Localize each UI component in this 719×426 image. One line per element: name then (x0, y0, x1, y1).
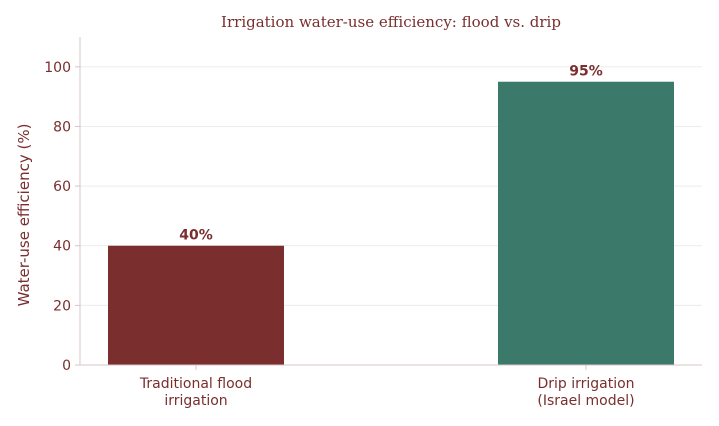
x-tick-label: (Israel model) (537, 393, 634, 409)
y-axis-label: Water-use efficiency (%) (15, 124, 33, 307)
y-tick-label: 100 (44, 60, 71, 76)
bar-1 (108, 245, 284, 365)
y-tick-label: 60 (53, 179, 71, 195)
x-tick-label: Drip irrigation (537, 376, 634, 392)
x-tick-label: Traditional flood (139, 376, 252, 392)
data-label: 40% (179, 228, 213, 244)
y-tick-label: 40 (53, 239, 71, 255)
y-tick-label: 0 (62, 358, 71, 374)
bars (108, 81, 674, 366)
y-tick-label: 80 (53, 119, 71, 135)
y-ticks: 0 20 40 60 80 100 (44, 60, 80, 374)
chart-title: Irrigation water-use efficiency: flood v… (221, 13, 561, 31)
data-labels: 40% 95% (179, 64, 603, 244)
x-tick-label: irrigation (164, 393, 227, 409)
bar-2 (498, 81, 674, 366)
y-tick-label: 20 (53, 298, 71, 314)
data-label: 95% (569, 64, 603, 80)
axes (79, 37, 702, 366)
